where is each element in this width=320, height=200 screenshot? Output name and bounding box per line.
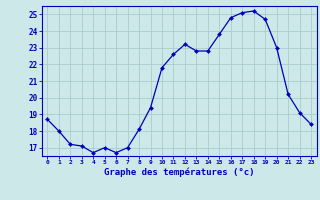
X-axis label: Graphe des températures (°c): Graphe des températures (°c) xyxy=(104,168,254,177)
